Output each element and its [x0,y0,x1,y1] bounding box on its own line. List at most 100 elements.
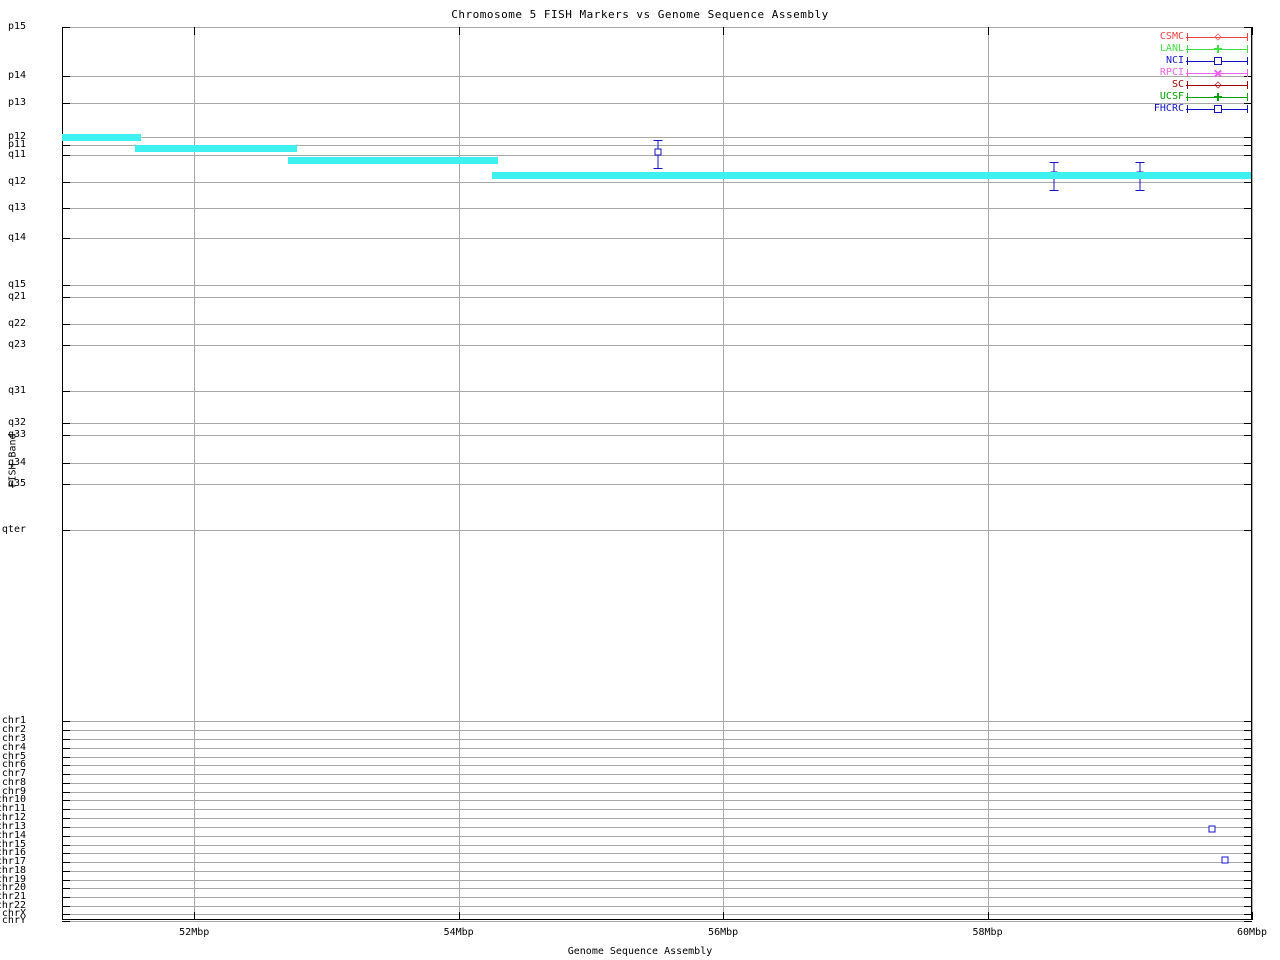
y-tick-label-chr19: chr19 [0,874,26,885]
y-tick-mark [1244,182,1252,183]
y-tick-mark [1244,345,1252,346]
y-tick-mark [62,748,70,749]
grid-line [62,748,1252,749]
y-tick-label-q13: q13 [7,202,26,213]
y-tick-mark [1244,818,1252,819]
x-tick-mark [458,912,460,920]
y-tick-label-chrX: chrX [1,908,26,919]
grid-line [62,238,1252,239]
grid-line [62,721,1252,722]
y-tick-label-chr16: chr16 [0,847,26,858]
data-point-NCI-chr18[interactable] [1221,856,1229,864]
legend-item-UCSF[interactable]: UCSF [1156,91,1252,103]
x-tick-mark [987,27,989,35]
y-tick-mark [62,845,70,846]
grid-line [62,880,1252,881]
grid-line [62,888,1252,889]
grid-line [62,871,1252,872]
error-bar-cap [1049,190,1059,191]
x-tick-mark [194,912,196,920]
y-tick-mark [1244,145,1252,146]
legend-cap [1187,57,1188,65]
grid-line [62,906,1252,907]
grid-line-vertical [1252,27,1253,920]
band-segment-FHCRC-p12 [62,134,141,141]
y-tick-mark [1244,871,1252,872]
y-tick-mark [62,145,70,146]
y-tick-label-p13: p13 [7,97,26,108]
y-tick-label-q32: q32 [7,417,26,428]
y-tick-label-q23: q23 [7,339,26,350]
grid-line [62,827,1252,828]
grid-line [62,145,1252,146]
y-tick-mark [1244,484,1252,485]
legend-symbol-diamond-icon [1214,81,1222,89]
legend-item-CSMC[interactable]: CSMC [1156,31,1252,43]
y-tick-label-q12: q12 [7,176,26,187]
grid-line [62,853,1252,854]
legend[interactable]: CSMC LANL NCI RPCI SC UCSF FHCRC [1154,31,1252,115]
y-tick-mark [1244,809,1252,810]
y-tick-mark [62,238,70,239]
legend-item-SC[interactable]: SC [1156,79,1252,91]
x-tick-mark [1252,912,1253,920]
y-tick-label-chr8: chr8 [1,777,26,788]
y-tick-label-chr22: chr22 [0,900,26,911]
y-tick-mark [1244,914,1252,915]
grid-line [62,730,1252,731]
legend-label-UCSF: UCSF [1159,91,1184,102]
y-tick-mark [62,818,70,819]
y-tick-mark [62,880,70,881]
legend-cap [1247,105,1248,113]
error-bar-cap [1135,190,1145,191]
legend-item-RPCI[interactable]: RPCI [1156,67,1252,79]
grid-line [62,818,1252,819]
band-segment-FHCRC-q11 [288,157,498,164]
legend-cap [1247,81,1248,89]
y-tick-label-q35: q35 [7,478,26,489]
data-point-NCI-p11[interactable] [654,148,662,156]
y-tick-mark [62,155,70,156]
y-tick-mark [62,914,70,915]
y-tick-mark [62,921,70,922]
y-tick-label-chr9: chr9 [1,786,26,797]
grid-line [62,345,1252,346]
grid-line-vertical [987,27,989,920]
y-tick-mark [62,739,70,740]
y-tick-mark [62,208,70,209]
y-tick-label-q22: q22 [7,318,26,329]
x-axis-title: Genome Sequence Assembly [567,946,713,957]
legend-label-RPCI: RPCI [1159,67,1184,78]
y-tick-label-chr15: chr15 [0,839,26,850]
y-tick-mark [1244,906,1252,907]
legend-label-LANL: LANL [1159,43,1184,54]
data-point-NCI-chr14[interactable] [1208,825,1216,833]
y-tick-label-q34: q34 [7,457,26,468]
legend-symbol-square-icon [1214,57,1222,65]
x-tick-label-54Mbp: 54Mbp [443,927,474,938]
y-tick-mark [1244,103,1252,104]
y-tick-label-p12: p12 [7,131,26,142]
y-tick-label-chr21: chr21 [0,891,26,902]
y-tick-label-chr10: chr10 [0,794,26,805]
y-tick-mark [1244,27,1252,28]
y-tick-mark [62,103,70,104]
legend-item-NCI[interactable]: NCI [1156,55,1252,67]
y-tick-mark [62,809,70,810]
y-tick-mark [1244,836,1252,837]
grid-line [62,103,1252,104]
y-tick-label-chr4: chr4 [1,742,26,753]
y-tick-mark [1244,285,1252,286]
legend-item-FHCRC[interactable]: FHCRC [1154,103,1252,115]
y-tick-label-q15: q15 [7,279,26,290]
y-tick-mark [62,836,70,837]
legend-item-LANL[interactable]: LANL [1156,43,1252,55]
y-tick-label-q14: q14 [7,232,26,243]
x-tick-mark [987,912,989,920]
y-tick-label-chr2: chr2 [1,724,26,735]
grid-line [62,208,1252,209]
grid-line [62,484,1252,485]
y-tick-label-chr1: chr1 [1,715,26,726]
y-tick-mark [62,765,70,766]
y-tick-mark [62,324,70,325]
